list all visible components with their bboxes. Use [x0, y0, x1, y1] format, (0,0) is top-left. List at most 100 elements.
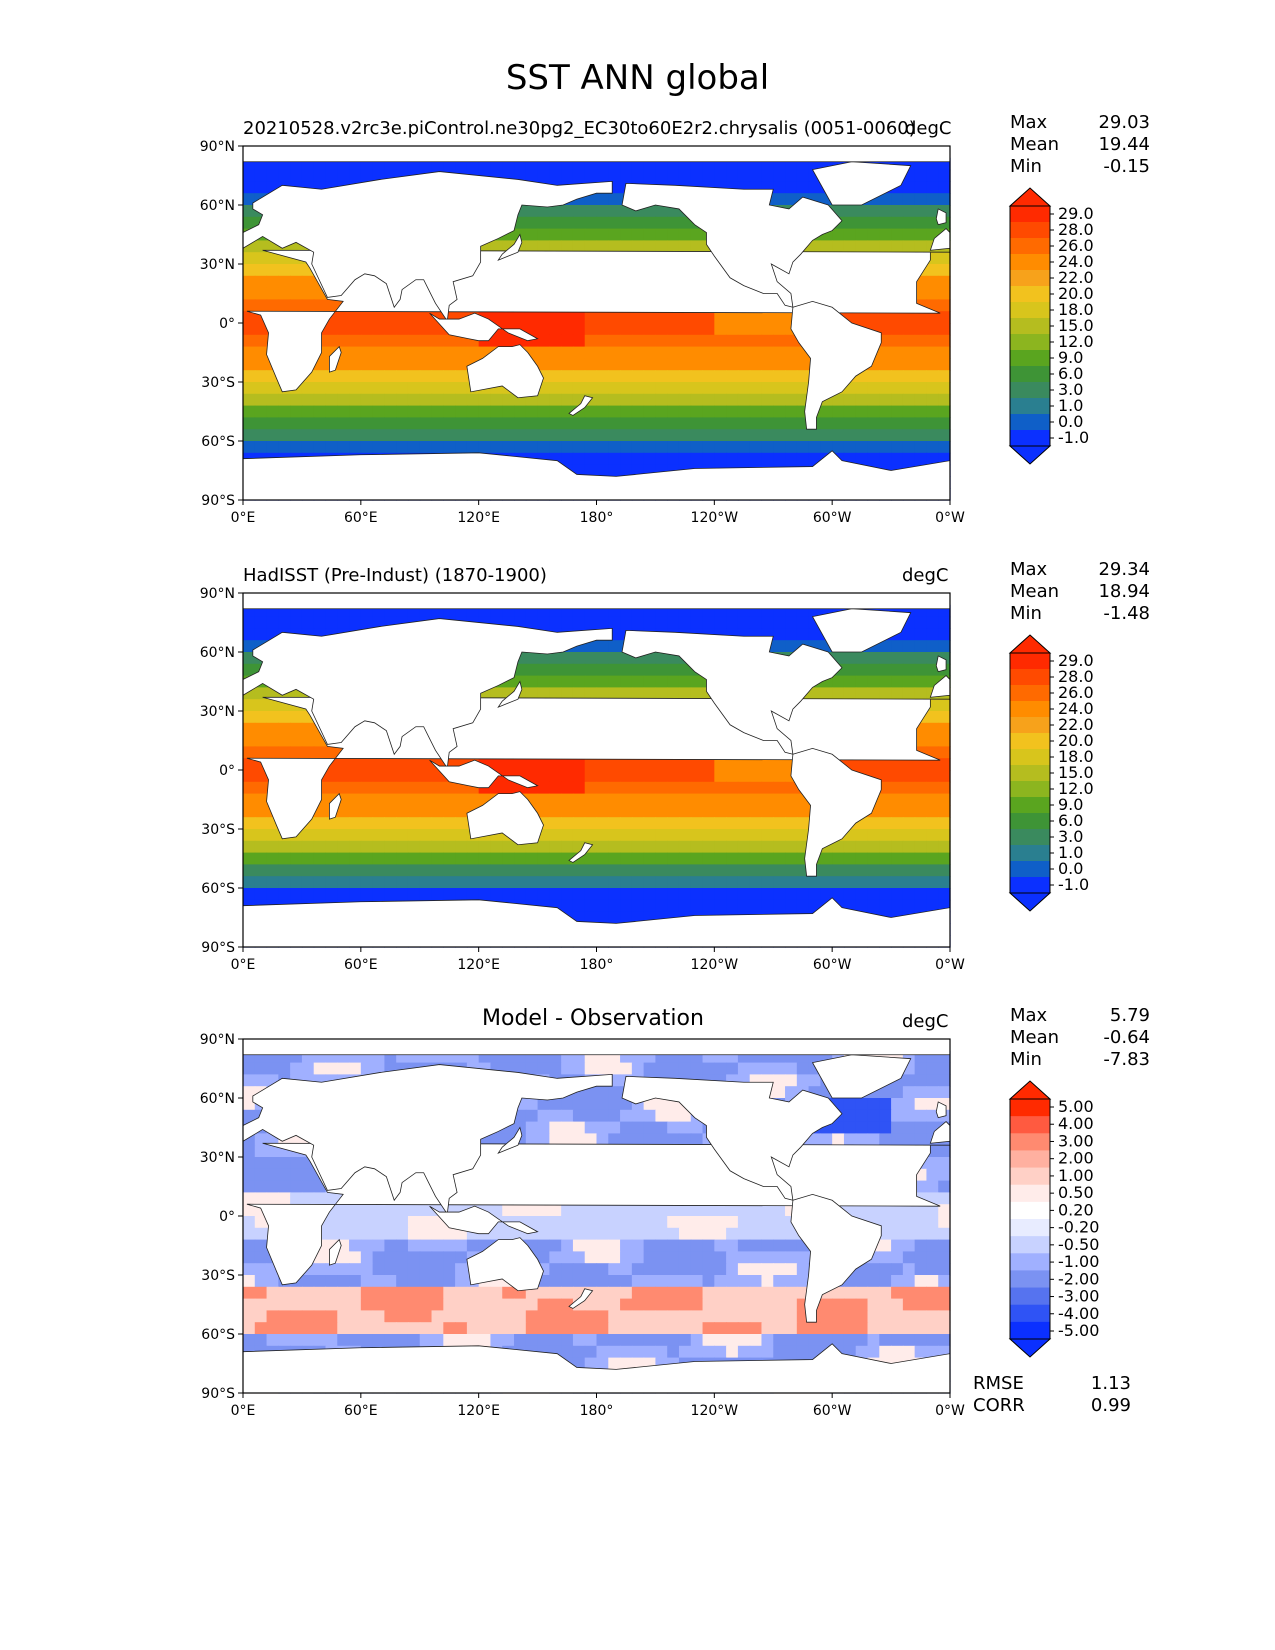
field-cell [349, 781, 362, 795]
field-cell [867, 675, 880, 688]
field-cell [926, 899, 939, 913]
coastline [242, 592, 951, 610]
field-cell [938, 169, 951, 182]
field-cell [914, 358, 928, 371]
field-cell [914, 193, 928, 206]
field-cell [926, 205, 939, 218]
field-cell [301, 734, 315, 747]
field-cell [537, 393, 550, 407]
field-cell [572, 441, 586, 454]
field-cell [290, 275, 303, 289]
field-cell [525, 1098, 539, 1111]
field-cell [360, 616, 374, 629]
field-cell [620, 876, 633, 889]
field-cell [549, 652, 562, 665]
colorbar-segment [1010, 749, 1050, 766]
field-cell [914, 652, 928, 665]
field-cell [867, 417, 880, 430]
field-cell [702, 358, 715, 371]
field-cell [655, 840, 668, 854]
field-cell [584, 852, 598, 865]
field-cell [773, 405, 786, 418]
colorbar-segment [1010, 717, 1050, 734]
field-cell [891, 417, 904, 430]
field-cell [667, 616, 680, 629]
field-cell [572, 334, 586, 348]
field-cell [490, 405, 503, 418]
field-cell [820, 876, 833, 889]
field-cell [785, 370, 798, 383]
field-cell [667, 805, 680, 818]
field-cell [914, 640, 928, 653]
field-cell [914, 441, 928, 454]
field-cell [726, 393, 739, 407]
field-cell [490, 758, 503, 771]
field-cell [737, 888, 751, 901]
colorbar-segment [1010, 653, 1050, 670]
field-cell [243, 793, 256, 806]
field-cell [349, 382, 362, 395]
field-cell [596, 805, 609, 818]
field-cell [879, 876, 892, 889]
field-cell [525, 228, 539, 241]
field-cell [419, 876, 433, 889]
lon-tick-label: 180° [580, 957, 614, 973]
field-cell [773, 311, 786, 324]
field-cell [525, 429, 539, 442]
field-cell [737, 452, 751, 466]
field-cell [938, 287, 951, 300]
field-cell [243, 1180, 256, 1193]
field-cell [879, 805, 892, 818]
panel-1-title: 20210528.v2rc3e.piControl.ne30pg2_EC30to… [243, 118, 916, 139]
field-cell [584, 358, 598, 371]
field-cell [443, 1227, 456, 1241]
field-cell [938, 793, 951, 806]
field-cell [690, 1286, 704, 1300]
field-cell [843, 840, 857, 854]
field-cell [561, 216, 574, 230]
field-cell [537, 216, 550, 230]
field-cell [278, 1286, 291, 1300]
field-cell [902, 1227, 916, 1241]
field-cell [419, 358, 433, 371]
field-cell [620, 346, 633, 359]
field-cell [313, 1062, 327, 1075]
field-cell [690, 840, 704, 854]
field-cell [843, 888, 857, 901]
field-cell [407, 758, 421, 771]
field-cell [561, 311, 574, 324]
field-cell [643, 817, 657, 830]
field-cell [631, 899, 645, 913]
field-cell [655, 405, 668, 418]
field-cell [926, 840, 939, 854]
field-cell [537, 1227, 550, 1241]
field-cell [525, 1216, 539, 1229]
field-cell [843, 228, 857, 241]
colorbar-segment [1010, 414, 1050, 431]
field-cell [620, 899, 633, 913]
field-cell [891, 1286, 904, 1300]
field-cell [761, 852, 774, 865]
field-cell [549, 334, 562, 348]
field-cell [726, 1263, 739, 1276]
field-cell [620, 911, 633, 924]
field-cell [325, 876, 338, 889]
field-cell [643, 417, 657, 430]
field-cell [785, 1074, 798, 1087]
field-cell [926, 311, 939, 324]
field-cell [266, 888, 279, 901]
field-cell [384, 1216, 397, 1229]
field-cell [879, 452, 892, 466]
field-cell [243, 1216, 256, 1229]
field-cell [702, 840, 715, 854]
stat-label: Max [1010, 112, 1048, 133]
field-cell [266, 287, 279, 300]
field-cell [938, 417, 951, 430]
field-cell [914, 864, 928, 877]
field-cell [254, 1298, 268, 1311]
field-cell [290, 1157, 303, 1170]
field-cell [243, 1074, 256, 1087]
field-cell [360, 1216, 374, 1229]
field-cell [360, 405, 374, 418]
field-cell [407, 323, 421, 336]
